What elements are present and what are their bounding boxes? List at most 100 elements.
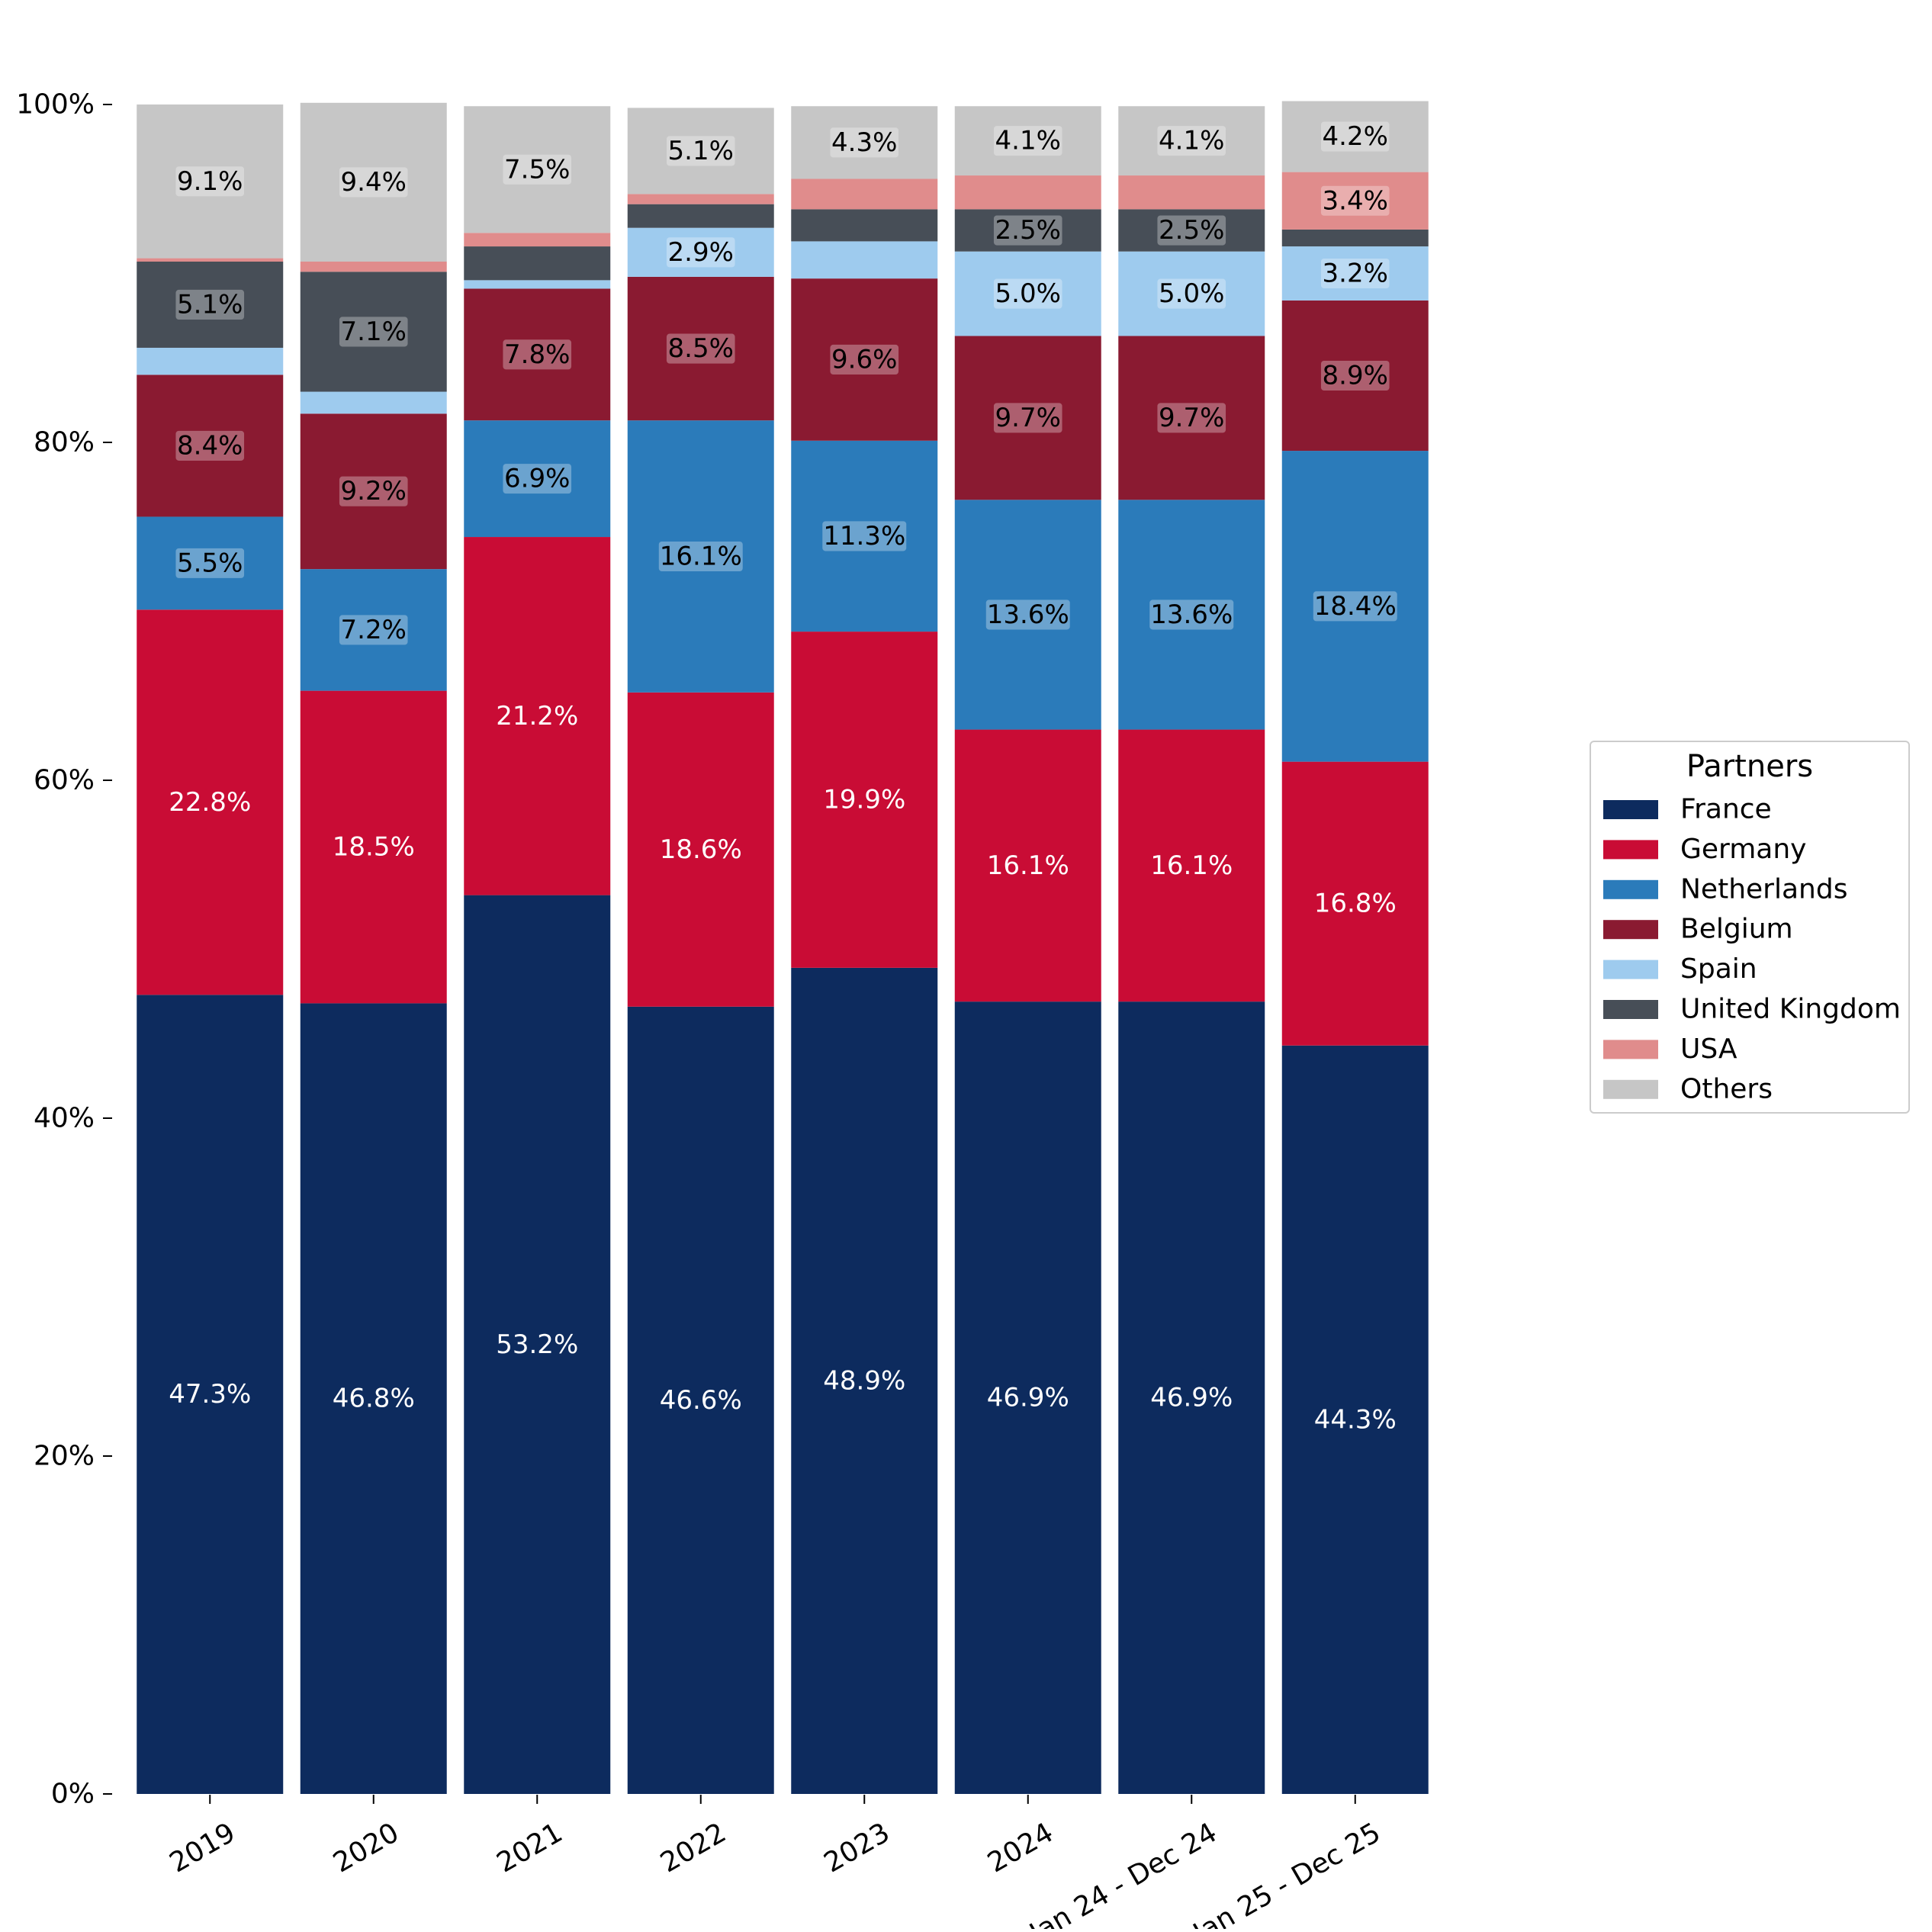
legend: Partners France Germany Netherlands Belgium… bbox=[1590, 741, 1910, 1114]
bar-segment-france bbox=[464, 895, 611, 1794]
bar-segment-united-kingdom bbox=[300, 272, 447, 392]
value-label: 8.4% bbox=[177, 430, 243, 461]
value-label: 18.4% bbox=[1314, 591, 1397, 622]
legend-swatch-france bbox=[1603, 800, 1658, 819]
bar-segment-others bbox=[137, 104, 284, 259]
bar-segment-belgium bbox=[954, 336, 1101, 500]
value-label: 4.2% bbox=[1323, 121, 1388, 152]
bar-segment-netherlands bbox=[137, 516, 284, 610]
legend-label: Belgium bbox=[1680, 914, 1793, 945]
value-label: 11.3% bbox=[823, 521, 905, 551]
bar-segment-belgium bbox=[1118, 336, 1265, 500]
bar-segment-united-kingdom bbox=[1281, 229, 1429, 247]
bar-segment-united-kingdom bbox=[1118, 209, 1265, 252]
x-tick-label: 2023 bbox=[819, 1817, 895, 1879]
legend-swatch-germany bbox=[1603, 840, 1658, 860]
value-label-box bbox=[666, 136, 735, 166]
value-label-box bbox=[175, 166, 245, 197]
bar-segment-others bbox=[627, 108, 774, 194]
value-label: 46.8% bbox=[333, 1384, 415, 1414]
value-label: 5.1% bbox=[177, 289, 243, 320]
value-label: 8.5% bbox=[668, 333, 734, 364]
bars-layer bbox=[137, 101, 1429, 1794]
bar-segment-spain bbox=[627, 227, 774, 277]
legend-label: Netherlands bbox=[1680, 873, 1847, 905]
value-label: 22.8% bbox=[169, 787, 251, 818]
x-tick-label: Jan 25 - Dec 25 bbox=[1187, 1817, 1386, 1929]
bar-segment-spain bbox=[791, 241, 938, 279]
value-label: 13.6% bbox=[987, 600, 1069, 630]
value-label: 5.0% bbox=[995, 278, 1061, 309]
value-label-box bbox=[503, 464, 572, 494]
bar-segment-united-kingdom bbox=[464, 246, 611, 281]
bar-segment-netherlands bbox=[791, 440, 938, 632]
value-label: 13.6% bbox=[1150, 600, 1233, 630]
y-tick-label: 20% bbox=[34, 1441, 95, 1472]
value-label: 16.8% bbox=[1314, 889, 1397, 919]
bar-segment-netherlands bbox=[1281, 451, 1429, 762]
legend-swatch-netherlands bbox=[1603, 879, 1658, 899]
value-label-box bbox=[830, 344, 899, 375]
y-tick-label: 0% bbox=[51, 1779, 95, 1810]
bar-segment-united-kingdom bbox=[791, 209, 938, 242]
value-label-box bbox=[985, 600, 1070, 630]
value-label-box bbox=[1320, 185, 1390, 216]
bar-segment-netherlands bbox=[1118, 500, 1265, 730]
value-label: 7.2% bbox=[341, 615, 407, 645]
bar-segment-belgium bbox=[627, 276, 774, 421]
value-label: 7.8% bbox=[504, 339, 570, 370]
bar-segment-france bbox=[1118, 1001, 1265, 1794]
value-label-box bbox=[503, 154, 572, 185]
value-label: 8.9% bbox=[1323, 361, 1388, 391]
value-label: 9.6% bbox=[831, 344, 897, 375]
x-tick-label: 2021 bbox=[492, 1817, 568, 1879]
bar-segment-germany bbox=[1118, 729, 1265, 1002]
value-label: 6.9% bbox=[504, 464, 570, 494]
bar-segment-france bbox=[300, 1003, 447, 1794]
bar-segment-usa bbox=[627, 194, 774, 204]
bar-segment-france bbox=[627, 1006, 774, 1794]
value-label-box bbox=[1157, 126, 1226, 156]
bar-segment-germany bbox=[627, 692, 774, 1007]
y-tick-label: 80% bbox=[34, 427, 95, 458]
bar-segment-others bbox=[464, 106, 611, 233]
legend-title: Partners bbox=[1686, 749, 1813, 784]
legend-swatch-spain bbox=[1603, 960, 1658, 979]
x-tick-label: 2019 bbox=[165, 1817, 241, 1879]
bar-segment-germany bbox=[954, 729, 1101, 1002]
bar-segment-usa bbox=[1118, 175, 1265, 210]
value-label: 19.9% bbox=[823, 784, 905, 815]
value-label: 9.4% bbox=[341, 167, 407, 198]
bar-segment-united-kingdom bbox=[627, 204, 774, 228]
value-label: 9.7% bbox=[1159, 403, 1224, 433]
bar-segment-france bbox=[137, 995, 284, 1794]
value-label-box bbox=[339, 615, 408, 645]
legend-label: Germany bbox=[1680, 834, 1806, 865]
bar-segment-germany bbox=[137, 609, 284, 995]
bar-segment-germany bbox=[464, 537, 611, 895]
value-label-box bbox=[993, 215, 1062, 246]
value-label: 2.5% bbox=[1159, 215, 1224, 246]
bar-segment-netherlands bbox=[464, 420, 611, 538]
bar-segment-spain bbox=[1281, 246, 1429, 301]
value-label: 7.5% bbox=[504, 154, 570, 185]
bar-segment-usa bbox=[791, 178, 938, 210]
value-label-box bbox=[993, 126, 1062, 156]
value-label-box bbox=[175, 430, 245, 461]
value-label-box bbox=[658, 541, 743, 572]
value-label: 9.7% bbox=[995, 403, 1061, 433]
value-label: 47.3% bbox=[169, 1379, 251, 1410]
value-label-box bbox=[993, 278, 1062, 309]
bar-segment-belgium bbox=[791, 278, 938, 441]
legend-label: Others bbox=[1680, 1073, 1773, 1104]
bar-segment-netherlands bbox=[954, 500, 1101, 730]
bar-segment-belgium bbox=[137, 375, 284, 517]
value-label-box bbox=[1157, 278, 1226, 309]
bar-segment-spain bbox=[1118, 251, 1265, 336]
y-tick-label: 40% bbox=[34, 1103, 95, 1134]
value-label-box bbox=[175, 548, 245, 578]
bar-segment-others bbox=[1118, 106, 1265, 176]
bar-segment-usa bbox=[1281, 172, 1429, 230]
